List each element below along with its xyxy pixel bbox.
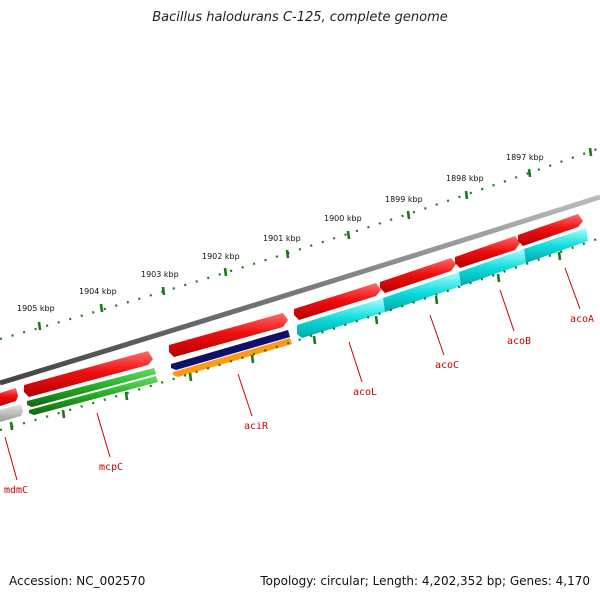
gene-label-aciR: aciR [244, 421, 269, 432]
forward-strand-genes [0, 214, 583, 406]
gene-forward [24, 351, 153, 397]
gene-reverse-cyan [383, 272, 461, 312]
kbp-labels: 1905 kbp 1904 kbp 1903 kbp 1902 kbp 1901… [17, 153, 544, 313]
gene-reverse-cyan [459, 249, 526, 286]
gene-label-acoL: acoL [353, 387, 377, 398]
gene-label-acoA: acoA [570, 314, 594, 325]
map-title: Bacillus halodurans C-125, complete geno… [152, 10, 448, 25]
gene-label-mdmC: mdmC [4, 485, 28, 496]
gene-label-acoC: acoC [435, 360, 459, 371]
kbp-label: 1901 kbp [263, 234, 301, 243]
gene-forward [169, 313, 288, 357]
inner-major-ticks [9, 251, 562, 431]
gene-labels: mdmC mcpC aciR acoL acoC acoB acoA [4, 314, 594, 496]
gene-forward [0, 388, 18, 406]
gene-reverse-gray [0, 404, 23, 422]
gene-reverse-green [29, 376, 158, 415]
gene-forward [455, 236, 520, 268]
gene-reverse-green [27, 368, 156, 407]
outer-tick-track [0, 146, 600, 341]
gene-forward [518, 214, 583, 246]
kbp-label: 1904 kbp [79, 287, 117, 296]
kbp-label: 1900 kbp [324, 214, 362, 223]
gene-reverse-cyan [297, 298, 385, 338]
genome-backbone [0, 194, 600, 386]
gene-label-mcpC: mcpC [99, 462, 123, 473]
inner-tick-track [0, 236, 600, 432]
kbp-label: 1903 kbp [141, 270, 179, 279]
kbp-label: 1899 kbp [385, 195, 423, 204]
gene-leader-lines [4, 267, 581, 481]
kbp-label: 1905 kbp [17, 304, 55, 313]
outer-major-ticks [37, 147, 593, 331]
kbp-label: 1898 kbp [446, 174, 484, 183]
accession-text: Accession: NC_002570 [9, 574, 146, 588]
gene-forward [294, 283, 381, 320]
reverse-strand-genes [0, 228, 588, 422]
gene-reverse-orange [173, 338, 292, 377]
kbp-label: 1897 kbp [506, 153, 544, 162]
gene-reverse-navy [171, 330, 290, 370]
topology-summary: Topology: circular; Length: 4,202,352 bp… [260, 574, 590, 588]
gene-forward [380, 258, 456, 293]
gene-label-acoB: acoB [507, 336, 531, 347]
gene-reverse-cyan [524, 228, 588, 263]
kbp-label: 1902 kbp [202, 252, 240, 261]
